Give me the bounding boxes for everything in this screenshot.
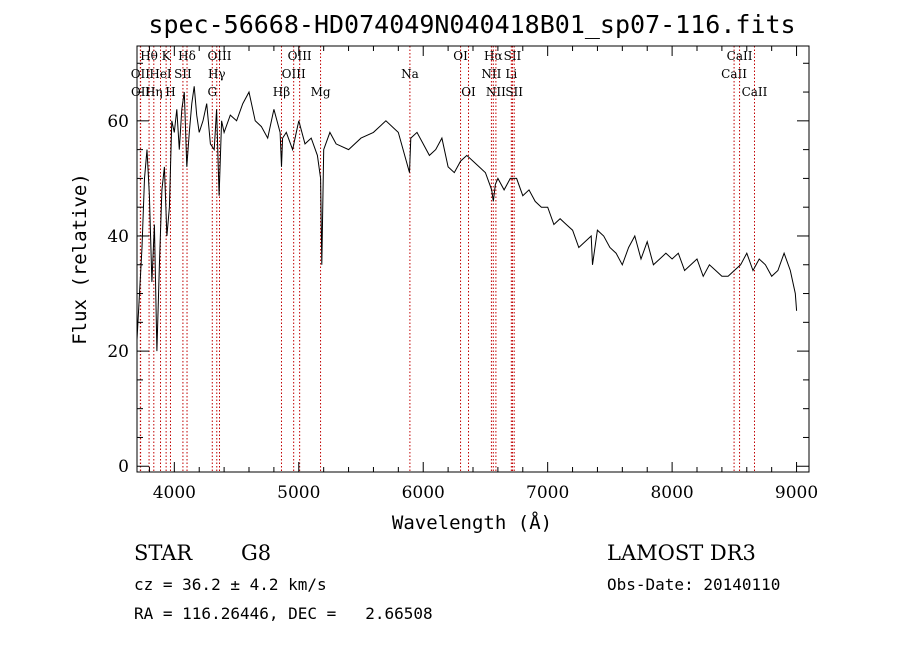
obs-date: Obs-Date: 20140110 (607, 575, 780, 594)
line-label: CaII (727, 49, 753, 63)
line-label: OI (461, 85, 476, 99)
line-label: Hη (145, 85, 163, 99)
line-label: G (207, 85, 217, 99)
chart-title: spec-56668-HD074049N040418B01_sp07-116.f… (148, 10, 795, 39)
spectrum-series (136, 86, 798, 352)
x-tick-label: 9000 (775, 483, 818, 503)
subclass: G8 (241, 541, 271, 565)
redshift-text: cz = 36.2 ± 4.2 km/s (134, 575, 327, 594)
plot-frame (136, 45, 810, 473)
line-label: Hγ (208, 67, 226, 81)
line-label: Hβ (273, 85, 290, 99)
y-tick-label: 20 (107, 342, 129, 362)
y-axis-label: Flux (relative) (69, 173, 91, 345)
line-label: OIII (288, 49, 312, 63)
line-label: Hδ (178, 49, 196, 63)
x-tick-label: 7000 (526, 483, 569, 503)
line-label: SII (174, 67, 192, 81)
line-label: Mg (311, 85, 331, 99)
line-label: OI (453, 49, 468, 63)
line-label: NII (486, 85, 506, 99)
line-label: OIII (282, 67, 306, 81)
line-label: Li (505, 67, 517, 81)
line-label: NII (481, 67, 501, 81)
line-label: HeI (149, 67, 172, 81)
line-label: Hθ (140, 49, 158, 63)
x-axis: 4000 5000 6000 7000 8000 9000 (148, 46, 818, 503)
line-label: H (165, 85, 175, 99)
survey-name: LAMOST DR3 (607, 541, 756, 565)
line-label: Hα (484, 49, 503, 63)
line-label: CaII (721, 67, 747, 81)
object-class: STAR (134, 541, 193, 565)
x-tick-label: 5000 (277, 483, 320, 503)
x-tick-label: 6000 (402, 483, 445, 503)
line-label: SII (505, 85, 523, 99)
line-label: Na (401, 67, 419, 81)
x-axis-label: Wavelength (Å) (392, 511, 552, 534)
line-label: K (162, 49, 172, 63)
line-label: CaII (742, 85, 768, 99)
y-axis: 0 20 40 60 (107, 62, 809, 477)
y-tick-label: 0 (118, 457, 129, 477)
line-label: SII (504, 49, 522, 63)
y-tick-label: 60 (107, 112, 129, 132)
x-tick-label: 8000 (650, 483, 693, 503)
spectrum-line (136, 86, 798, 352)
x-tick-label: 4000 (153, 483, 196, 503)
y-tick-label: 40 (107, 227, 129, 247)
coordinates-text: RA = 116.26446, DEC = 2.66508 (134, 604, 433, 623)
line-label: OIII (207, 49, 231, 63)
